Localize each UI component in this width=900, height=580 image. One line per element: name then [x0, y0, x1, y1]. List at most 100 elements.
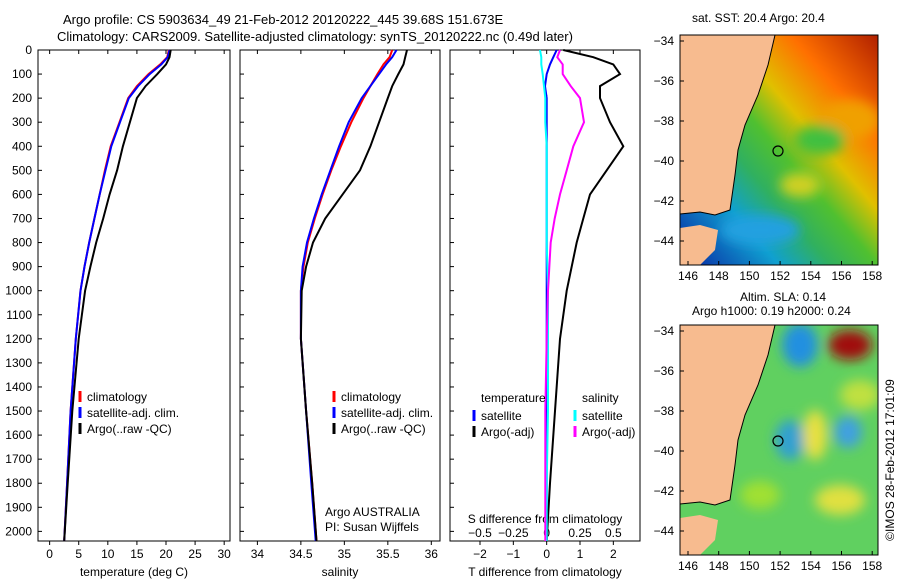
x-tick-label: 10 [101, 547, 115, 561]
title-line-2: Climatology: CARS2009. Satellite-adjuste… [57, 29, 573, 44]
x-tick-label: 20 [159, 547, 173, 561]
x-tick-label: −1 [506, 547, 520, 561]
lon-tick-label: 152 [770, 559, 790, 573]
y-tick-label: 1000 [5, 284, 32, 298]
legend-label: satellite [582, 409, 623, 423]
legend-label: satellite-adj. clim. [87, 406, 179, 420]
y-tick-label: 0 [25, 43, 32, 57]
x2-tick-label: 0.5 [605, 526, 622, 540]
y-tick-label: 500 [12, 163, 32, 177]
x-axis-label: salinity [322, 565, 359, 579]
lat-tick-label: −36 [654, 74, 675, 88]
y-tick-label: 1500 [5, 404, 32, 418]
legend-label: satellite [481, 409, 522, 423]
lat-tick-label: −38 [654, 114, 675, 128]
panel-1: 0100200300400500600700800900100011001200… [5, 43, 231, 579]
y-tick-label: 1200 [5, 332, 32, 346]
land [680, 35, 775, 265]
x2-tick-label: −0.25 [498, 526, 529, 540]
annotation: Argo AUSTRALIA [325, 505, 420, 519]
x-tick-label: 34 [251, 547, 265, 561]
y-tick-label: 700 [12, 211, 32, 225]
x2-tick-label: −0.5 [468, 526, 492, 540]
x-tick-label: 15 [130, 547, 144, 561]
y-tick-label: 1700 [5, 452, 32, 466]
legend-title: temperature [481, 391, 546, 405]
y-tick-label: 1300 [5, 356, 32, 370]
x-tick-label: 5 [75, 547, 82, 561]
imos-stamp: ©IMOS 28-Feb-2012 17:01:09 [883, 379, 897, 541]
series-line-s-satellite [539, 49, 549, 541]
series-line-argo-raw-qc- [299, 49, 408, 542]
legend-label: climatology [341, 390, 401, 404]
lat-tick-label: −44 [654, 234, 675, 248]
x-tick-label: −2 [473, 547, 487, 561]
sla-map-title-1: Altim. SLA: 0.14 [740, 290, 827, 304]
lat-tick-label: −44 [654, 524, 675, 538]
series-line-s-argo-adj- [544, 49, 586, 541]
lon-tick-label: 156 [831, 269, 851, 283]
y-tick-label: 600 [12, 187, 32, 201]
y-tick-label: 900 [12, 260, 32, 274]
title-line-1: Argo profile: CS 5903634_49 21-Feb-2012 … [63, 12, 504, 27]
lat-tick-label: −40 [654, 154, 675, 168]
y-tick-label: 800 [12, 236, 32, 250]
x-tick-label: 34.5 [289, 547, 313, 561]
series-line-argo-raw-qc- [63, 49, 172, 542]
lon-tick-label: 150 [739, 269, 759, 283]
y-tick-label: 400 [12, 139, 32, 153]
plot-frame [239, 49, 441, 542]
argo-position-marker [772, 435, 784, 447]
land [680, 325, 775, 555]
lon-tick-label: 154 [801, 559, 821, 573]
y-tick-label: 2000 [5, 524, 32, 538]
x-tick-label: 0 [543, 547, 550, 561]
y-tick-label: 100 [12, 67, 32, 81]
annotation: PI: Susan Wijffels [325, 520, 419, 534]
x-axis-label: T difference from climatology [468, 565, 622, 579]
lat-tick-label: −36 [654, 364, 675, 378]
y-tick-label: 200 [12, 91, 32, 105]
lon-tick-label: 146 [678, 559, 698, 573]
lat-tick-label: −34 [654, 34, 675, 48]
plot-frame [37, 49, 231, 542]
argo-position-marker [772, 145, 784, 157]
y-tick-label: 1400 [5, 380, 32, 394]
x-tick-label: 0 [46, 547, 53, 561]
panel-3: −2 −1 0 1 2 T difference from climatology −0.5… [449, 49, 641, 579]
x-tick-label: 30 [218, 547, 232, 561]
lon-tick-label: 148 [709, 269, 729, 283]
lon-tick-label: 154 [801, 269, 821, 283]
y-tick-label: 1900 [5, 500, 32, 514]
legend-title: salinity [582, 391, 619, 405]
lat-tick-label: −42 [654, 194, 675, 208]
panel-2: 34 34.5 35 35.5 36 salinity climatology satelli… [239, 49, 441, 579]
lon-tick-label: 156 [831, 559, 851, 573]
x-tick-label: 35 [338, 547, 352, 561]
legend-label: Argo(-adj) [582, 425, 635, 439]
legend-label: satellite-adj. clim. [341, 406, 433, 420]
y-tick-label: 1800 [5, 476, 32, 490]
legend-label: Argo(-adj) [481, 425, 534, 439]
x2-tick-label: 0.25 [568, 526, 592, 540]
sla-map-title-2: Argo h1000: 0.19 h2000: 0.24 [692, 304, 851, 318]
lat-tick-label: −40 [654, 444, 675, 458]
y-tick-label: 300 [12, 115, 32, 129]
lon-tick-label: 150 [739, 559, 759, 573]
lon-tick-label: 158 [862, 269, 882, 283]
series-line-satellite-adj-clim- [63, 49, 171, 542]
y-tick-label: 1600 [5, 428, 32, 442]
x-axis-label: temperature (deg C) [80, 565, 188, 579]
x-tick-label: 2 [610, 547, 617, 561]
lon-tick-label: 152 [770, 269, 790, 283]
lat-tick-label: −42 [654, 484, 675, 498]
lat-tick-label: −34 [654, 324, 675, 338]
lon-tick-label: 146 [678, 269, 698, 283]
lon-tick-label: 158 [862, 559, 882, 573]
legend-label: Argo(..raw -QC) [341, 422, 426, 436]
legend-label: climatology [87, 390, 147, 404]
x-tick-label: 36 [425, 547, 439, 561]
